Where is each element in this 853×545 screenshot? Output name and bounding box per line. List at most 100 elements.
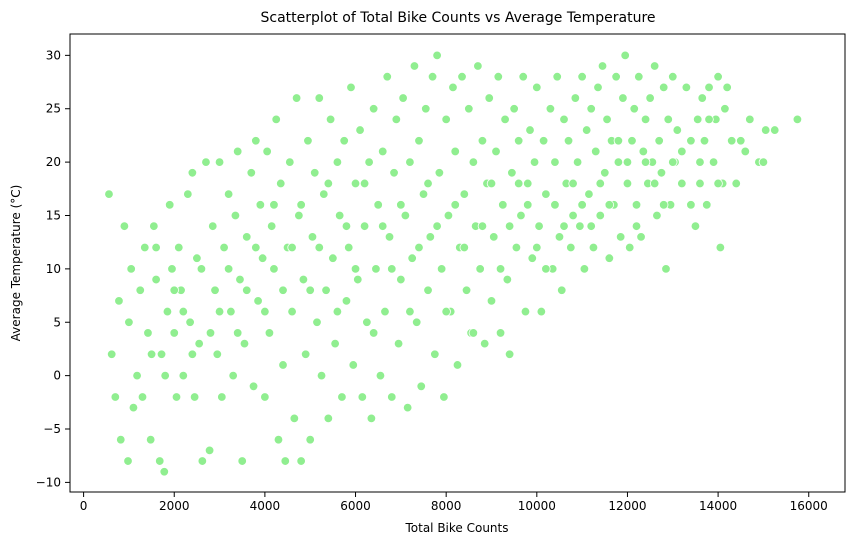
points-layer [104,50,803,477]
y-tick-label: 0 [53,369,61,383]
scatter-point [357,392,368,402]
scatter-point [140,242,150,253]
scatter-point [525,125,535,135]
scatter-point [232,146,243,157]
scatter-point [368,104,379,114]
scatter-point [520,306,531,317]
scatter-point [384,232,395,242]
scatter-point [287,306,297,317]
scatter-point [502,274,513,285]
scatter-point [276,178,286,189]
scatter-point [568,210,578,221]
plot-area [69,33,846,493]
scatter-point [187,168,198,178]
scatter-point [649,61,660,71]
scatter-point [242,285,252,295]
scatter-point [760,125,771,135]
scatter-point [160,370,170,381]
scatter-point [332,306,343,317]
x-axis-ticks: 0 2000 4000 6000 8000 10000 12000 14000 16000 [80,492,828,513]
scatter-point [194,338,204,349]
scatter-point [251,136,261,146]
scatter-point [708,157,719,167]
scatter-point [346,82,356,93]
scatter-point [477,136,488,146]
scatter-point [425,232,436,242]
scatter-point [371,264,381,274]
scatter-point [604,253,615,263]
scatter-point [715,242,726,253]
scatter-point [171,392,182,402]
scatter-point [151,274,161,285]
scatter-point [613,136,624,146]
scatter-point [484,93,494,103]
scatter-point [563,136,574,146]
scatter-point [577,71,587,82]
scatter-point [375,370,386,381]
scatter-point [475,264,485,274]
scatter-point [260,392,270,402]
scatter-point [387,264,397,274]
y-tick-label: 30 [46,48,61,62]
scatter-point [253,296,263,306]
scatter-point [602,114,612,125]
scatter-point [699,136,710,146]
scatter-point [314,93,324,103]
scatter-point [534,221,544,231]
scatter-point [378,221,388,231]
scatter-point [391,114,402,125]
scatter-point [287,242,297,253]
scatter-point [296,456,306,466]
scatter-point [237,456,247,466]
scatter-point [400,210,411,221]
scatter-point [468,328,479,338]
scatter-point [627,136,637,146]
scatter-point [588,242,599,253]
scatter-point [260,306,270,317]
scatter-point [359,178,370,189]
scatter-point [405,157,415,167]
scatter-point [436,264,447,274]
chart-title: Scatterplot of Total Bike Counts vs Aver… [260,10,655,26]
scatter-point [328,253,338,263]
y-axis-ticks: −10 −5 0 5 10 15 20 25 30 [36,48,70,489]
scatter-point [625,242,635,253]
scatter-point [183,189,193,199]
scatter-point [273,434,284,445]
scatter-point [334,210,345,221]
scatter-point [167,264,177,274]
scatter-point [704,82,714,93]
scatter-point [450,200,460,210]
scatter-point [159,467,169,477]
scatter-point [532,82,542,93]
scatter-point [504,349,515,359]
scatter-point [396,200,406,210]
scatter-point [656,168,667,178]
scatter-point [722,82,732,93]
scatter-point [230,210,241,221]
scatter-point [382,71,392,82]
scatter-point [486,178,497,189]
scatter-point [414,136,424,146]
scatter-point [545,104,556,114]
scatter-point [235,274,245,285]
scatter-point [305,434,315,445]
scatter-point [123,456,133,466]
scatter-point [597,61,608,71]
scatter-point [409,61,420,71]
scatter-point [319,189,329,199]
scatter-point [353,274,363,285]
scatter-point [289,413,300,424]
scatter-point [339,136,349,146]
scatter-point [559,221,569,231]
scatter-point [432,50,442,61]
scatter-point [591,146,601,157]
scatter-point [448,82,458,93]
scatter-point [257,253,268,263]
scatter-point [196,264,207,274]
scatter-point [430,349,440,359]
scatter-point [321,285,331,295]
scatter-point [341,221,352,231]
x-tick-label: 8000 [431,499,462,513]
x-tick-label: 4000 [250,499,281,513]
